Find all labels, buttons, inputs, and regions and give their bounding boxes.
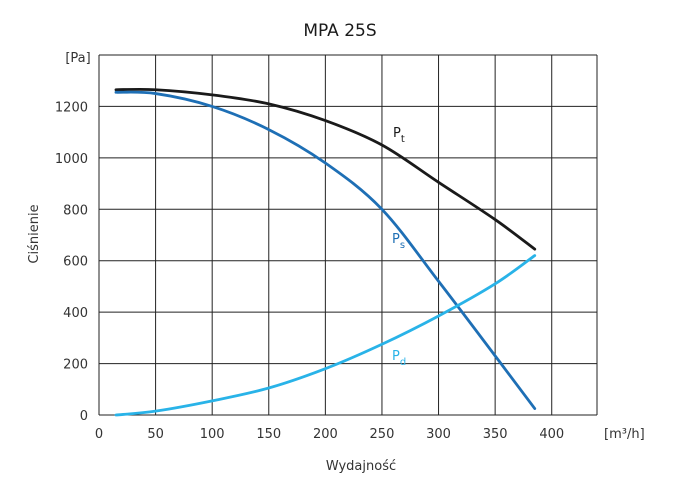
- x-tick-label: 400: [539, 427, 564, 442]
- y-tick-label: 0: [80, 409, 88, 424]
- y-axis-label: Ciśnienie: [27, 204, 42, 263]
- y-tick-labels: 0 200 400 600 800 1000 1200: [55, 100, 88, 424]
- x-tick-label: 300: [426, 427, 451, 442]
- x-tick-label: 250: [370, 427, 395, 442]
- x-tick-label: 0: [95, 427, 103, 442]
- series-lines: [114, 87, 537, 417]
- series-label-ps: Ps: [392, 232, 405, 251]
- y-tick-label: 600: [63, 255, 88, 270]
- x-tick-label: 200: [313, 427, 338, 442]
- x-tick-label: 100: [200, 427, 225, 442]
- chart-title: MPA 25S: [303, 21, 376, 41]
- x-tick-label: 150: [256, 427, 281, 442]
- series-labels: Pt Ps Pd: [392, 126, 406, 368]
- y-tick-label: 1200: [55, 100, 88, 115]
- series-line-ps: [114, 90, 537, 410]
- x-tick-labels: 0 50 100 150 200 250 300 350 400: [95, 427, 564, 442]
- series-line-pt: [114, 87, 537, 251]
- x-axis-label: Wydajność: [326, 459, 396, 474]
- y-tick-label: 800: [63, 203, 88, 218]
- y-tick-label: 400: [63, 306, 88, 321]
- y-tick-label: 1000: [55, 152, 88, 167]
- x-tick-label: 350: [483, 427, 508, 442]
- series-label-pt: Pt: [393, 126, 405, 145]
- x-tick-label: 50: [147, 427, 164, 442]
- series-label-pd: Pd: [392, 349, 406, 368]
- series-line-pd: [114, 254, 537, 417]
- y-unit-label: [Pa]: [65, 51, 90, 66]
- grid: [98, 54, 598, 416]
- x-unit-label: [m³/h]: [604, 427, 645, 442]
- y-tick-label: 200: [63, 358, 88, 373]
